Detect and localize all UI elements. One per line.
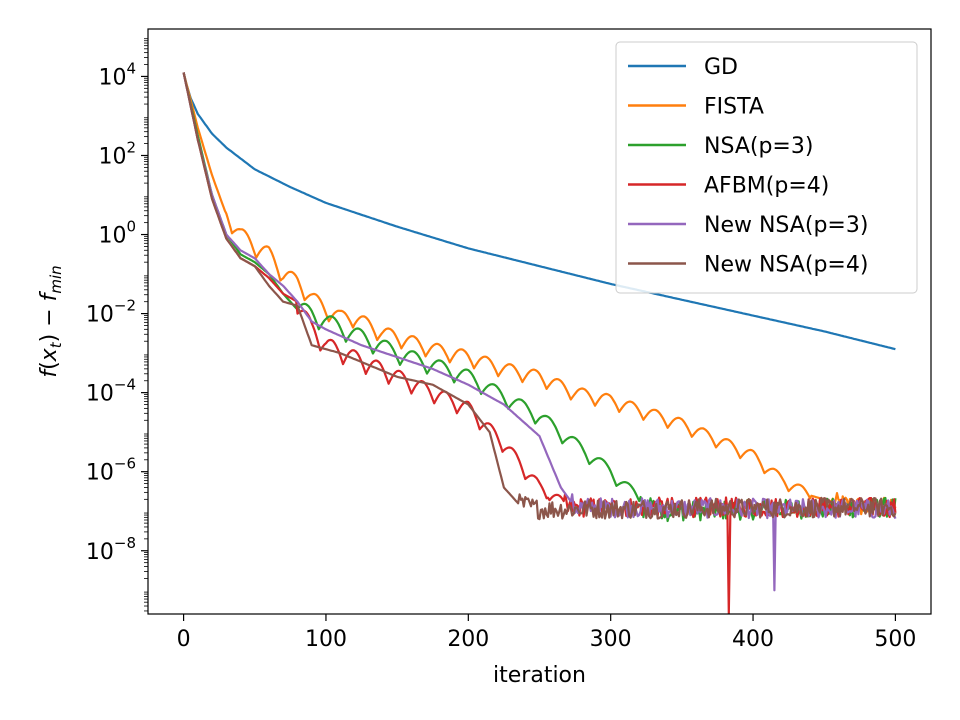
legend-label: FISTA [704,95,764,120]
series-line-1 [182,72,897,516]
x-tick-label: 200 [447,627,489,652]
y-tick-label: 10−4 [86,376,136,407]
y-tick-label: 102 [98,138,136,169]
y-tick-label: 100 [98,218,136,249]
legend-label: GD [704,55,738,80]
x-axis-label: iteration [493,663,586,688]
y-tick-label: 10−2 [86,297,136,328]
x-tick-label: 100 [305,627,347,652]
series-line-5 [182,72,897,521]
legend-label: New NSA(p=4) [704,253,868,278]
legend-box [615,41,918,294]
y-axis-label: f(xt) − fmin [37,265,65,377]
legend-label: New NSA(p=3) [704,213,868,238]
y-axis-ticks: 104 102 100 10−2 10−4 10−6 10−8 [86,38,148,612]
x-tick-label: 400 [732,627,774,652]
legend: GD FISTA NSA(p=3) AFBM(p=4) New NSA(p=3) New … [615,41,918,294]
plot-frame [147,28,932,615]
y-tick-label: 104 [98,59,136,90]
x-axis-ticks: 0 100 200 300 400 500 [177,614,916,652]
series-layer [182,72,897,614]
legend-label: AFBM(p=4) [704,174,829,199]
y-tick-label: 10−6 [86,455,136,486]
series-line-0 [182,72,896,351]
x-tick-label: 500 [874,627,916,652]
y-tick-label: 10−8 [86,534,136,565]
legend-label: NSA(p=3) [704,134,813,159]
x-tick-label: 300 [590,627,632,652]
x-tick-label: 0 [177,627,191,652]
